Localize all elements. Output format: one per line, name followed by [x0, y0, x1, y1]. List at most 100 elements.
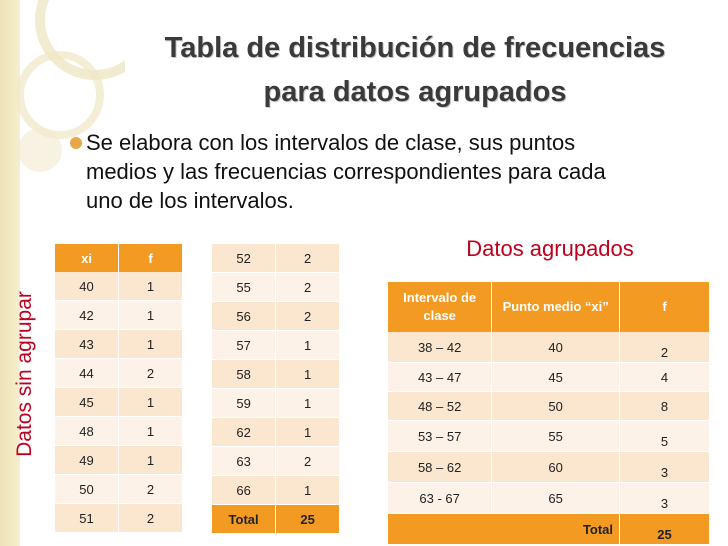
table-row: 62 1 [212, 417, 340, 447]
table-row: 66 1 [212, 475, 340, 505]
cell-xi: 52 [212, 244, 277, 273]
table-row: 63 2 [212, 446, 340, 476]
grouped-frequency-table: Intervalo de clase Punto medio “xi” f 38… [388, 282, 710, 545]
total-value: 25 [275, 504, 340, 534]
cell-interval: 43 – 47 [388, 362, 493, 392]
cell-f: 1 [118, 445, 183, 475]
total-label: Total [388, 513, 621, 545]
cell-frequency: 4 [619, 362, 710, 392]
table-row: 55 2 [212, 272, 340, 302]
cell-interval: 38 – 42 [388, 332, 493, 363]
cell-xi: 63 [212, 446, 277, 476]
cell-frequency: 3 [619, 451, 710, 483]
table-row: 58 1 [212, 359, 340, 389]
title-line-1: Tabla de distribución de frecuencias [164, 32, 666, 64]
cell-interval: 58 – 62 [388, 451, 493, 483]
cell-xi: 50 [55, 474, 120, 504]
table-row: 63 - 67 65 3 [388, 482, 710, 514]
total-row: Total 25 [388, 513, 710, 545]
cell-xi: 51 [55, 503, 120, 533]
cell-f: 1 [275, 417, 340, 447]
total-label: Total [212, 504, 277, 534]
table-row: 48 1 [55, 416, 183, 446]
cell-xi: 55 [212, 272, 277, 302]
cell-midpoint: 40 [491, 332, 621, 363]
table-row: 57 1 [212, 330, 340, 360]
table-row: 42 1 [55, 300, 183, 330]
header-f: f [118, 244, 183, 272]
table-row: 56 2 [212, 301, 340, 331]
table-row: 43 1 [55, 329, 183, 359]
cell-f: 1 [118, 300, 183, 330]
cell-xi: 57 [212, 330, 277, 360]
table-row: 49 1 [55, 445, 183, 475]
cell-xi: 49 [55, 445, 120, 475]
cell-f: 1 [275, 330, 340, 360]
cell-f: 2 [275, 272, 340, 302]
table-row: 40 1 [55, 272, 183, 301]
header-xi: xi [55, 244, 120, 272]
cell-f: 1 [118, 416, 183, 446]
cell-midpoint: 55 [491, 420, 621, 452]
ungrouped-table-2: 52 2 55 2 56 2 57 1 58 1 59 1 62 1 63 2 66 1 Tota… [212, 244, 340, 534]
cell-f: 1 [275, 359, 340, 389]
cell-interval: 63 - 67 [388, 482, 493, 514]
table-row: 50 2 [55, 474, 183, 504]
cell-midpoint: 65 [491, 482, 621, 514]
header-midpoint: Punto medio “xi” [491, 282, 621, 332]
table-row: 48 – 52 50 8 [388, 391, 710, 421]
bullet-paragraph: Se elabora con los intervalos de clase, … [64, 128, 624, 215]
bullet-text: Se elabora con los intervalos de clase, … [86, 130, 606, 213]
cell-xi: 66 [212, 475, 277, 505]
header-interval: Intervalo de clase [388, 282, 493, 332]
grouped-data-label: Datos agrupados [466, 236, 634, 261]
cell-frequency: 5 [619, 420, 710, 452]
side-label-container: Datos sin agrupar [2, 258, 48, 490]
table-header-row: Intervalo de clase Punto medio “xi” f [388, 282, 710, 332]
cell-interval: 53 – 57 [388, 420, 493, 452]
cell-f: 2 [118, 474, 183, 504]
table-row: 38 – 42 40 2 [388, 332, 710, 363]
cell-f: 2 [118, 358, 183, 388]
decorative-side-bar [0, 0, 20, 546]
table-row: 59 1 [212, 388, 340, 418]
cell-f: 2 [275, 301, 340, 331]
cell-xi: 59 [212, 388, 277, 418]
cell-f: 2 [275, 244, 340, 273]
table-header-row: xi f [55, 244, 183, 272]
table-row: 44 2 [55, 358, 183, 388]
cell-xi: 43 [55, 329, 120, 359]
cell-f: 1 [118, 329, 183, 359]
total-row: Total 25 [212, 504, 340, 534]
bullet-dot-icon [70, 137, 82, 149]
cell-f: 2 [275, 446, 340, 476]
cell-xi: 48 [55, 416, 120, 446]
slide-title: Tabla de distribución de frecuencias par… [120, 26, 710, 114]
cell-f: 2 [118, 503, 183, 533]
header-frequency: f [619, 282, 710, 332]
ungrouped-table-1: xi f 40 1 42 1 43 1 44 2 45 1 48 1 49 1 50 2 51 2 [55, 244, 183, 533]
title-line-2: para datos agrupados [263, 76, 567, 108]
table-row: 51 2 [55, 503, 183, 533]
cell-xi: 62 [212, 417, 277, 447]
cell-xi: 44 [55, 358, 120, 388]
table-row: 43 – 47 45 4 [388, 362, 710, 392]
cell-interval: 48 – 52 [388, 391, 493, 421]
cell-xi: 42 [55, 300, 120, 330]
cell-xi: 40 [55, 272, 120, 301]
cell-xi: 45 [55, 387, 120, 417]
cell-f: 1 [275, 388, 340, 418]
cell-midpoint: 60 [491, 451, 621, 483]
cell-f: 1 [118, 272, 183, 301]
cell-midpoint: 45 [491, 362, 621, 392]
cell-frequency: 2 [619, 332, 710, 363]
cell-xi: 58 [212, 359, 277, 389]
table-row: 58 – 62 60 3 [388, 451, 710, 483]
table-row: 52 2 [212, 244, 340, 273]
cell-frequency: 8 [619, 391, 710, 421]
table-row: 45 1 [55, 387, 183, 417]
decorative-circles [16, 0, 125, 172]
cell-f: 1 [118, 387, 183, 417]
cell-xi: 56 [212, 301, 277, 331]
table-row: 53 – 57 55 5 [388, 420, 710, 452]
